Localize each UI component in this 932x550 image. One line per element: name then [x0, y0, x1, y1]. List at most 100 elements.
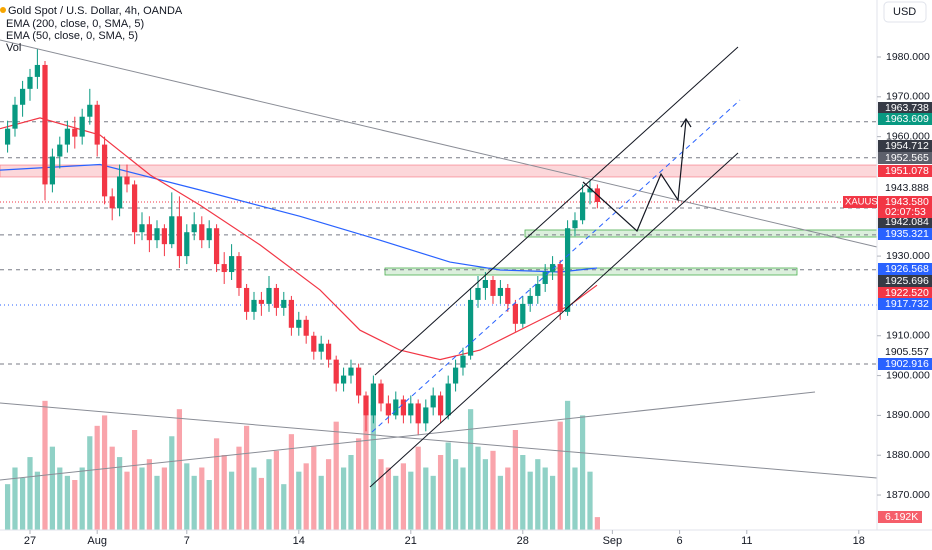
candle-body [213, 228, 220, 265]
candle-body [169, 216, 175, 245]
volume-bar [497, 475, 504, 530]
candle-body [199, 224, 205, 241]
volume-bar [311, 446, 317, 530]
trend-line [0, 39, 878, 248]
volume-bar [228, 471, 235, 530]
candle-body [266, 287, 272, 304]
legend: Gold Spot / U.S. Dollar, 4h, OANDA EMA (… [0, 5, 183, 54]
candle-body [385, 403, 392, 416]
volume-bar [437, 455, 444, 530]
volume-bar [527, 471, 533, 530]
channel-lower [369, 152, 739, 488]
x-tick-label: Aug [87, 535, 107, 547]
volume-bar [370, 405, 376, 530]
candle-body [131, 184, 138, 233]
price-tag-label: 1963.738 [885, 102, 929, 114]
candle-body [64, 128, 71, 145]
currency-button[interactable] [883, 1, 927, 23]
currency-label[interactable]: USD [893, 6, 916, 18]
volume-bar [116, 457, 123, 530]
volume-bar [594, 517, 600, 530]
volume-bar [199, 467, 205, 530]
candle-body [325, 343, 332, 360]
support-box [524, 229, 878, 238]
volume-bar [236, 446, 242, 530]
candle-body [87, 104, 93, 117]
resistance-zone [0, 164, 878, 178]
candle-body [94, 104, 100, 145]
volume-bar [154, 475, 160, 530]
volume-bar [296, 471, 302, 530]
indicator-label: EMA (50, close, 0, SMA, 5) [6, 30, 138, 42]
y-tick-label: 1900.000 [886, 369, 930, 381]
candle-body [258, 299, 264, 304]
volume-bar [4, 484, 11, 530]
y-tick-label: 1970.000 [886, 91, 930, 103]
candle-body [564, 228, 571, 312]
volume-bar [251, 467, 257, 530]
volume-bar [57, 467, 63, 530]
y-tick-label: 1880.000 [886, 449, 930, 461]
symbol-label: XAUUSD [845, 197, 885, 208]
volume-bar [42, 400, 48, 530]
volume-bar [333, 421, 339, 530]
y-tick-label: 1930.000 [886, 250, 930, 262]
volume-bar [206, 480, 212, 530]
candle-body [49, 156, 56, 185]
volume-bar [72, 480, 78, 530]
volume-bar [19, 477, 26, 530]
volume-tag [878, 511, 922, 523]
support-box [384, 267, 798, 276]
volume-bar [176, 409, 183, 530]
axes: 1980.000 1970.000 1960.000 1930.000 1910.000… [24, 51, 932, 547]
volume-bar [318, 475, 324, 530]
candle-body [467, 299, 474, 356]
volume-bar [408, 471, 414, 530]
x-tick-label: 6 [677, 535, 683, 547]
candle-body [101, 144, 108, 197]
candle-body [154, 228, 160, 241]
volume-bar [445, 442, 451, 530]
candle-body [549, 264, 556, 273]
price-tag-label: 1925.696 [885, 275, 929, 287]
candle-body [146, 224, 152, 241]
candle-body [557, 264, 563, 312]
candle-body [72, 128, 78, 137]
candle-body [311, 335, 317, 352]
candle-body [452, 367, 459, 384]
candle-body [587, 188, 593, 193]
price-tag [878, 358, 932, 370]
volume-bar [94, 425, 100, 530]
candle-body [460, 355, 466, 368]
y-tick-label: 1910.000 [886, 330, 930, 342]
volume-bar [355, 438, 362, 530]
y-tick-label: 1960.000 [886, 130, 930, 142]
price-tag [878, 228, 932, 240]
x-tick-label: 7 [184, 535, 190, 547]
candle-body [109, 196, 115, 209]
x-tick-label: 14 [293, 535, 305, 547]
x-tick-label: 27 [24, 535, 36, 547]
candle-body [27, 76, 33, 89]
volume-bar [482, 459, 488, 530]
volume-bar [281, 484, 287, 530]
volume-bar [490, 450, 496, 530]
symbol-icon [0, 7, 6, 13]
price-tag-label: 1963.609 [885, 113, 929, 125]
price-tag-label: 1922.520 [885, 287, 929, 299]
candle-body [490, 279, 496, 296]
y-tick-label: 1980.000 [886, 51, 930, 63]
candle-body [355, 367, 362, 396]
candle-body [520, 303, 526, 324]
candle-body [318, 343, 324, 352]
candle-body [124, 176, 130, 185]
volume-bar [452, 459, 459, 530]
indicator-label: Vol [6, 42, 21, 54]
volume-bar [243, 425, 250, 530]
candle-body [184, 232, 190, 257]
volume-bar [378, 459, 384, 530]
price-tag [878, 152, 932, 164]
price-tag-label: 1917.732 [885, 298, 929, 310]
volume-bar [124, 471, 130, 530]
volume-bar [572, 467, 578, 530]
